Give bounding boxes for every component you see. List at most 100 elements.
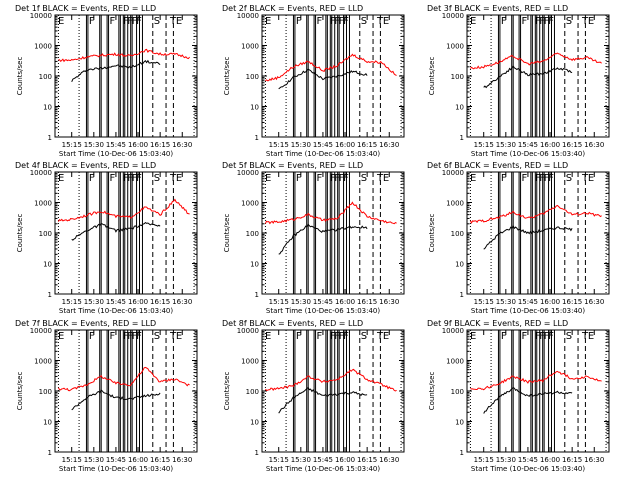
flag-letter: T <box>581 331 589 342</box>
plot-frame <box>54 171 198 295</box>
panel-title: Det 9f BLACK = Events, RED = LLD <box>427 319 568 328</box>
flag-letter: F <box>317 331 323 342</box>
flag-letter: S <box>361 331 367 342</box>
panel-title: Det 5f BLACK = Events, RED = LLD <box>222 161 363 170</box>
y-tick-label: 1 <box>460 449 464 457</box>
y-axis-label: Counts/sec <box>428 57 436 96</box>
x-tick-label: 16:00 <box>540 456 560 464</box>
y-axis-label: Counts/sec <box>16 372 24 411</box>
flag-letter: F <box>132 173 138 184</box>
plot-frame <box>261 329 405 453</box>
flag-letter: F <box>127 331 133 342</box>
y-tick-label: 10000 <box>442 327 464 335</box>
flag-letter: T <box>376 16 384 27</box>
x-tick-label: 15:45 <box>106 298 126 306</box>
x-tick-label: 16:00 <box>540 298 560 306</box>
x-tick-label: 15:30 <box>84 141 104 149</box>
y-axis-label: Counts/sec <box>428 214 436 253</box>
x-tick-label: 16:00 <box>128 141 148 149</box>
panel-title: Det 3f BLACK = Events, RED = LLD <box>427 4 568 13</box>
flag-letter: S <box>154 16 160 27</box>
y-tick-label: 10000 <box>237 327 259 335</box>
flag-letter: F <box>89 16 95 27</box>
lld-series-line <box>265 53 397 82</box>
panel-det-7: Det 7f BLACK = Events, RED = LLD 1 10 100 10… <box>15 319 198 473</box>
x-tick-label: 16:15 <box>357 298 377 306</box>
x-tick-label: 15:30 <box>291 141 311 149</box>
x-tick-label: 15:45 <box>518 298 538 306</box>
panel-det-5: Det 5f BLACK = Events, RED = LLD 1 10 100 10… <box>222 161 405 315</box>
y-tick-label: 1000 <box>241 43 259 51</box>
y-tick-label: 10000 <box>30 12 52 20</box>
y-tick-label: 100 <box>39 388 52 396</box>
flag-letter: E <box>383 331 389 342</box>
flag-letter: F <box>89 331 95 342</box>
flag-letter: E <box>176 16 182 27</box>
y-axis-label: Counts/sec <box>223 214 231 253</box>
y-tick-label: 10 <box>250 261 259 269</box>
x-tick-label: 15:45 <box>313 141 333 149</box>
y-tick-label: 1 <box>48 449 52 457</box>
flag-letter: T <box>169 173 177 184</box>
y-axis-label: Counts/sec <box>428 372 436 411</box>
flag-letter: F <box>339 16 345 27</box>
flag-letter: F <box>110 16 116 27</box>
flag-letter: F <box>136 331 142 342</box>
flag-letter: E <box>470 173 476 184</box>
flag-letter: F <box>522 331 528 342</box>
x-tick-label: 16:30 <box>584 456 604 464</box>
y-tick-label: 1 <box>460 291 464 299</box>
y-tick-label: 1000 <box>241 200 259 208</box>
flag-letter: T <box>376 331 384 342</box>
flag-letter: T <box>581 173 589 184</box>
x-tick-label: 15:30 <box>496 141 516 149</box>
x-tick-label: 15:30 <box>496 456 516 464</box>
flag-letter: T <box>581 16 589 27</box>
y-tick-label: 10 <box>43 419 52 427</box>
y-tick-label: 1 <box>48 134 52 142</box>
x-tick-label: 16:30 <box>172 298 192 306</box>
panel-det-6: Det 6f BLACK = Events, RED = LLD 1 10 100 10… <box>427 161 610 315</box>
flag-letter: E <box>383 16 389 27</box>
y-axis-label: Counts/sec <box>223 57 231 96</box>
x-tick-label: 15:15 <box>474 141 494 149</box>
x-tick-label: 16:30 <box>379 298 399 306</box>
y-tick-label: 100 <box>451 230 464 238</box>
flag-letter: E <box>383 173 389 184</box>
x-axis-label: Start Time (10-Dec-06 15:03:40) <box>266 465 380 473</box>
flag-letter: F <box>330 331 336 342</box>
flag-letter: E <box>265 16 271 27</box>
y-tick-label: 10 <box>43 104 52 112</box>
lld-series-line <box>470 52 602 70</box>
events-series-line <box>71 59 161 83</box>
flag-letter: E <box>265 173 271 184</box>
y-tick-label: 100 <box>451 388 464 396</box>
x-tick-label: 16:30 <box>379 456 399 464</box>
flag-letter: F <box>522 173 528 184</box>
flag-letter: F <box>132 16 138 27</box>
flag-letter: F <box>535 16 541 27</box>
x-tick-label: 15:15 <box>269 298 289 306</box>
flag-letter: E <box>470 16 476 27</box>
flag-letter: F <box>136 173 142 184</box>
events-series-line <box>483 387 573 414</box>
y-tick-label: 1000 <box>34 358 52 366</box>
flag-letter: F <box>339 173 345 184</box>
y-tick-label: 1000 <box>241 358 259 366</box>
x-tick-label: 15:15 <box>62 456 82 464</box>
x-tick-label: 15:15 <box>269 456 289 464</box>
events-series-line <box>483 65 573 89</box>
y-tick-label: 10 <box>250 104 259 112</box>
x-axis-label: Start Time (10-Dec-06 15:03:40) <box>471 465 585 473</box>
events-series-line <box>483 224 573 250</box>
y-tick-label: 1000 <box>34 200 52 208</box>
y-tick-label: 1000 <box>446 358 464 366</box>
y-tick-label: 100 <box>39 230 52 238</box>
x-tick-label: 16:15 <box>357 456 377 464</box>
flag-letter: F <box>548 173 554 184</box>
x-tick-label: 16:30 <box>584 298 604 306</box>
x-tick-label: 16:30 <box>379 141 399 149</box>
flag-letter: T <box>169 16 177 27</box>
x-tick-label: 16:15 <box>150 298 170 306</box>
x-tick-label: 15:45 <box>106 141 126 149</box>
